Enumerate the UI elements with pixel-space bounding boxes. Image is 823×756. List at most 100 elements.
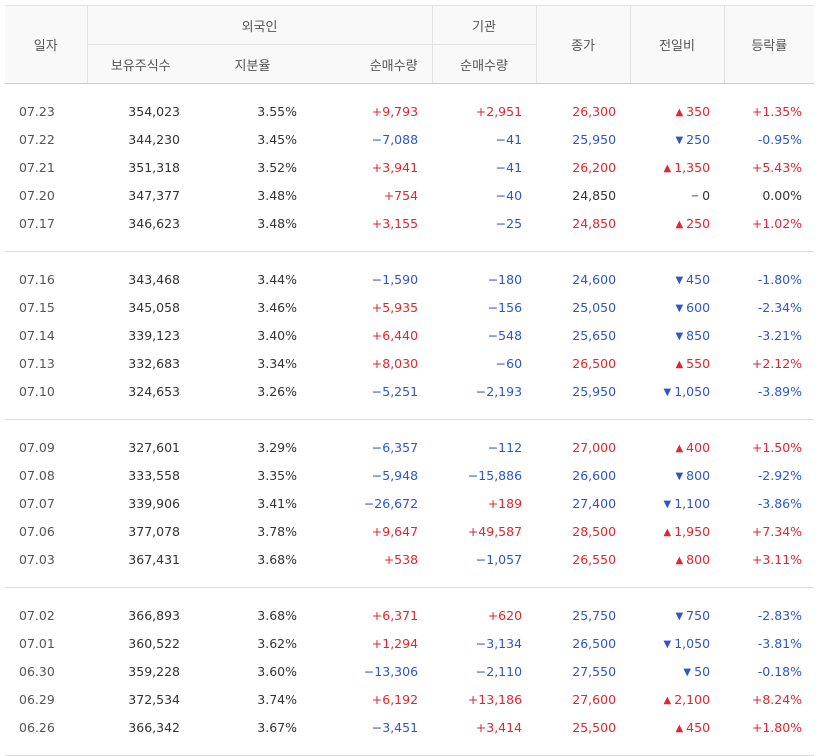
cell-close: 24,850 [572,187,617,203]
cell-rate: -2.83% [757,607,803,623]
cell-rate: -1.80% [757,271,803,287]
cell-holdings: 367,431 [128,551,180,567]
table-header: 일자 외국인 기관 종가 전일비 등락률 보유주식수 지분율 순매수량 순매수량 [5,5,815,84]
cell-foreign-net: −6,357 [371,439,419,455]
cell-close: 26,300 [572,103,617,119]
table-row: 06.29 372,534 3.74% +6,192 +13,186 27,600 ▲ 2,1… [5,685,814,713]
table-row: 07.07 339,906 3.41% −26,672 +189 27,400 ▼ 1,100… [5,489,814,517]
table-body: 07.23 354,023 3.55% +9,793 +2,951 26,300 ▲ 350 +… [5,84,815,756]
cell-foreign-net: −5,251 [371,383,419,399]
cell-holdings: 333,558 [128,467,180,483]
cell-date: 07.08 [19,467,55,483]
cell-ratio: 3.48% [257,215,297,231]
triangle-down-icon: ▼ [675,610,684,622]
cell-close: 26,600 [572,467,617,483]
cell-change: ▼ 1,050 [630,377,724,405]
cell-rate: -0.95% [757,131,803,147]
change-value: 1,050 [674,383,711,399]
cell-ratio: 3.45% [257,131,297,147]
table-row: 07.22 344,230 3.45% −7,088 −41 25,950 ▼ 250 -0.9… [5,125,814,153]
cell-holdings: 343,468 [128,271,180,287]
cell-date: 07.06 [19,523,55,539]
cell-institution-net: +620 [487,607,523,623]
cell-date: 07.23 [19,103,55,119]
triangle-down-icon: ▼ [663,638,672,650]
cell-change: ▲ 350 [630,97,724,125]
cell-rate: +5.43% [751,159,803,175]
cell-close: 26,550 [572,551,617,567]
cell-institution-net: −2,193 [475,383,523,399]
header-date: 일자 [5,5,88,84]
cell-foreign-net: −26,672 [363,495,419,511]
cell-close: 26,200 [572,159,617,175]
table-row: 07.17 346,623 3.48% +3,155 −25 24,850 ▲ 250 +1.0… [5,209,814,237]
cell-institution-net: −3,134 [475,635,523,651]
group-divider [5,237,815,252]
change-value: 250 [686,215,711,231]
cell-date: 07.21 [19,159,55,175]
cell-rate: +1.02% [751,215,803,231]
cell-ratio: 3.48% [257,187,297,203]
cell-foreign-net: +9,647 [371,523,419,539]
triangle-up-icon: ▲ [675,358,684,370]
cell-ratio: 3.68% [257,607,297,623]
table-row: 06.30 359,228 3.60% −13,306 −2,110 27,550 ▼ 50 -… [5,657,814,685]
group-divider [5,405,815,420]
cell-rate: +3.11% [751,551,803,567]
cell-date: 07.09 [19,439,55,455]
change-value: 800 [686,467,711,483]
cell-change: ▲ 250 [630,209,724,237]
cell-institution-net: −1,057 [475,551,523,567]
header-ratio: 지분율 [194,44,311,84]
cell-ratio: 3.67% [257,719,297,735]
cell-institution-net: −15,886 [467,467,523,483]
triangle-up-icon: ▲ [675,218,684,230]
cell-date: 07.22 [19,131,55,147]
table-row: 07.09 327,601 3.29% −6,357 −112 27,000 ▲ 400 +1.… [5,433,814,461]
cell-foreign-net: +5,935 [371,299,419,315]
cell-date: 06.29 [19,691,55,707]
cell-rate: -3.86% [757,495,803,511]
change-value: 450 [686,719,711,735]
cell-ratio: 3.46% [257,299,297,315]
cell-rate: 0.00% [762,187,803,203]
table-row: 07.02 366,893 3.68% +6,371 +620 25,750 ▼ 750 -2.… [5,601,814,629]
cell-rate: +1.50% [751,439,803,455]
cell-institution-net: −2,110 [475,663,523,679]
cell-close: 25,650 [572,327,617,343]
triangle-down-icon: ▼ [663,386,672,398]
table-row: 06.26 366,342 3.67% −3,451 +3,414 25,500 ▲ 450 +… [5,713,814,741]
table-row: 07.08 333,558 3.35% −5,948 −15,886 26,600 ▼ 800… [5,461,814,489]
change-value: 400 [686,439,711,455]
cell-rate: +1.80% [751,719,803,735]
cell-holdings: 377,078 [128,523,180,539]
cell-ratio: 3.68% [257,551,297,567]
cell-close: 28,500 [572,523,617,539]
cell-holdings: 366,893 [128,607,180,623]
cell-close: 26,500 [572,635,617,651]
cell-date: 07.16 [19,271,55,287]
cell-change: ▼ 800 [630,461,724,489]
cell-ratio: 3.29% [257,439,297,455]
cell-foreign-net: +3,941 [371,159,419,175]
cell-change: ▲ 2,100 [630,685,724,713]
change-value: 450 [686,271,711,287]
table-row: 07.13 332,683 3.34% +8,030 −60 26,500 ▲ 550 +2.1… [5,349,814,377]
triangle-up-icon: ▲ [675,722,684,734]
cell-close: 25,950 [572,383,617,399]
cell-date: 07.14 [19,327,55,343]
cell-ratio: 3.52% [257,159,297,175]
cell-holdings: 345,058 [128,299,180,315]
change-value: 1,950 [674,523,711,539]
cell-ratio: 3.26% [257,383,297,399]
cell-rate: -3.81% [757,635,803,651]
cell-close: 25,950 [572,131,617,147]
triangle-down-icon: ▼ [675,274,684,286]
cell-institution-net: +189 [487,495,523,511]
cell-close: 24,850 [572,215,617,231]
cell-date: 06.30 [19,663,55,679]
group-spacer [5,84,814,98]
triangle-up-icon: ▲ [675,442,684,454]
change-value: 0 [702,187,711,203]
cell-holdings: 324,653 [128,383,180,399]
